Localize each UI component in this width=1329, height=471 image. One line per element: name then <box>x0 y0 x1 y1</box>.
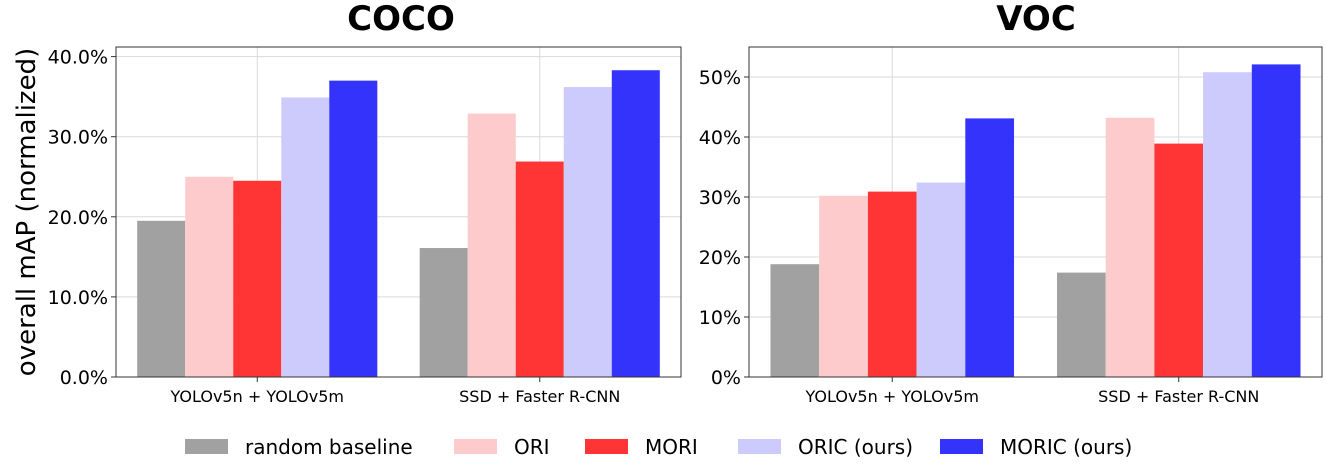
legend-label: MORI <box>645 435 698 459</box>
y-tick-label: 10% <box>699 307 741 329</box>
bar-random-baseline <box>137 220 186 377</box>
plot-frame <box>748 46 1323 378</box>
chart-panels: 0.0% 10.0% 20.0% 30.0% 40.0% YOLOv5n + YOLOv5… <box>48 0 1323 406</box>
legend-item: MORIC (ours) <box>940 435 1132 459</box>
bar-ori <box>819 195 868 377</box>
chart-title: COCO <box>347 0 455 39</box>
bar-mori <box>233 180 282 377</box>
y-tick-label: 30.0% <box>48 127 108 149</box>
legend-label: ORIC (ours) <box>798 435 913 459</box>
legend-swatch <box>454 439 497 454</box>
bar-moric-ours <box>1251 64 1301 378</box>
x-tick-label: SSD + Faster R-CNN <box>459 387 620 406</box>
x-tick-label: SSD + Faster R-CNN <box>1098 387 1259 406</box>
y-tick-label: 50% <box>699 67 741 89</box>
legend-item: ORIC (ours) <box>738 435 913 459</box>
bar-random-baseline <box>770 264 820 377</box>
legend-item: ORI <box>454 435 550 459</box>
y-axis-label: overall mAP (normalized) <box>12 48 42 376</box>
bar-random-baseline <box>419 248 468 377</box>
x-tick-label: YOLOv5n + YOLOv5m <box>805 387 979 406</box>
chart-panel-coco: 0.0% 10.0% 20.0% 30.0% 40.0% YOLOv5n + YOLOv5… <box>48 0 682 406</box>
y-tick-label: 40% <box>699 127 741 149</box>
bar-ori <box>1105 117 1155 378</box>
chart-title: VOC <box>996 0 1076 39</box>
legend-swatch <box>738 439 781 454</box>
bar-oric-ours <box>563 87 612 377</box>
chart-panel-voc: 0% 10% 20% 30% 40% 50% YOLOv5n + YOLOv5m SSD + … <box>699 0 1323 406</box>
bar-oric-ours <box>916 182 966 377</box>
legend-item: random baseline <box>185 435 413 459</box>
y-tick-label: 20.0% <box>48 207 108 229</box>
bar-moric-ours <box>611 70 660 378</box>
y-tick-label: 20% <box>699 247 741 269</box>
y-tick-label: 30% <box>699 187 741 209</box>
y-tick-label: 40.0% <box>48 47 108 69</box>
bar-ori <box>185 176 234 377</box>
legend-swatch <box>585 439 628 454</box>
bar-moric-ours <box>965 118 1015 378</box>
legend-label: random baseline <box>245 435 413 459</box>
y-tick-label: 0% <box>711 367 741 389</box>
legend-swatch <box>940 439 983 454</box>
y-tick-label: 10.0% <box>48 287 108 309</box>
bar-mori <box>1154 143 1204 377</box>
legend-label: ORI <box>514 435 550 459</box>
bar-ori <box>467 113 516 377</box>
legend-swatch <box>185 439 228 454</box>
bar-oric-ours <box>1203 72 1252 377</box>
bar-mori <box>867 191 917 377</box>
legend: random baseline ORI MORI ORIC (ours) MORIC (… <box>185 435 1132 459</box>
bar-mori <box>515 161 564 377</box>
bar-random-baseline <box>1056 272 1106 377</box>
legend-label: MORIC (ours) <box>1000 435 1132 459</box>
legend-item: MORI <box>585 435 698 459</box>
x-tick-label: YOLOv5n + YOLOv5m <box>170 387 344 406</box>
plot-frame <box>115 46 682 378</box>
y-tick-label: 0.0% <box>60 367 108 389</box>
bar-moric-ours <box>329 80 378 377</box>
bar-oric-ours <box>281 97 330 377</box>
